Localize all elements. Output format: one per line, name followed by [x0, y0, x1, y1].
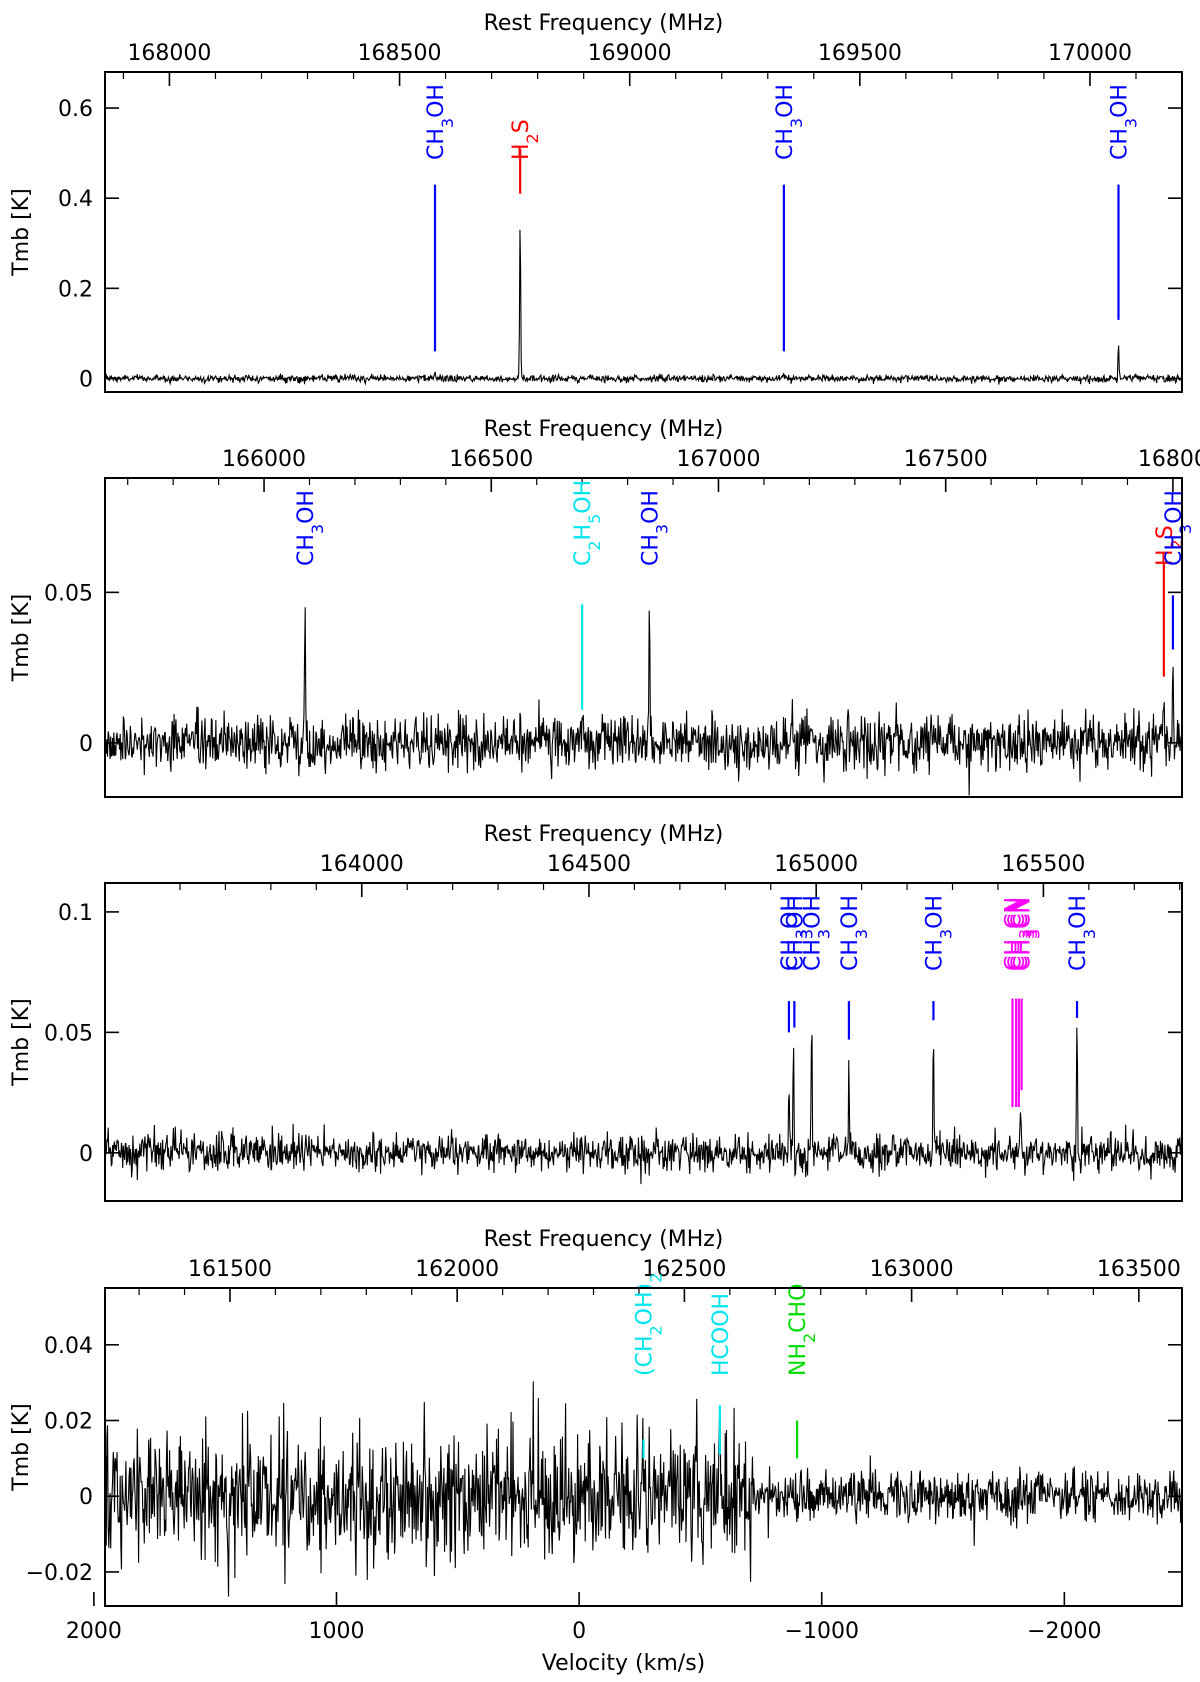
y-tick-label: 0.02	[44, 1410, 93, 1435]
species-label: CH3OH	[1066, 895, 1099, 971]
top-axis-title: Rest Frequency (MHz)	[484, 417, 724, 442]
plot-frame	[104, 1287, 1183, 1607]
y-tick-label: 0.04	[44, 1334, 93, 1359]
y-tick-label: −0.02	[26, 1561, 93, 1586]
species-label: H2S	[509, 119, 542, 160]
freq-tick-label: 164000	[320, 852, 404, 877]
freq-tick-label: 163000	[870, 1257, 954, 1282]
species-label: HCOOH	[709, 1293, 734, 1376]
species-label: CH3OH	[1107, 84, 1140, 160]
y-tick-label: 0	[79, 1485, 93, 1510]
y-tick-label: 0	[79, 1142, 93, 1167]
y-tick-label: 0	[79, 732, 93, 757]
velocity-tick-label: −1000	[785, 1619, 859, 1644]
freq-tick-label: 166000	[222, 447, 306, 472]
y-axis-title: Tmb [K]	[9, 188, 34, 276]
spectrum-trace	[104, 229, 1183, 386]
freq-tick-label: 162000	[415, 1257, 499, 1282]
plot-frame	[104, 882, 1183, 1202]
velocity-tick-label: 1000	[308, 1619, 364, 1644]
species-label: CH3OH	[801, 895, 834, 971]
y-axis-title: Tmb [K]	[9, 1403, 34, 1491]
species-label: CH3CN	[1011, 897, 1044, 971]
species-label: C2H5OH	[571, 480, 604, 566]
y-tick-label: 0	[79, 367, 93, 392]
freq-tick-label: 166500	[449, 447, 533, 472]
freq-tick-label: 168000	[127, 41, 211, 66]
velocity-tick-label: 2000	[66, 1619, 122, 1644]
y-tick-label: 0.6	[58, 97, 93, 122]
velocity-tick-label: 0	[572, 1619, 586, 1644]
freq-tick-label: 165500	[1001, 852, 1085, 877]
y-tick-label: 0.05	[44, 581, 93, 606]
freq-tick-label: 167000	[676, 447, 760, 472]
spectrum-panel-1: Rest Frequency (MHz) Tmb [K] 168000 168500 1…	[9, 11, 1183, 393]
species-label: CH3CN	[1001, 897, 1034, 971]
top-axis-title: Rest Frequency (MHz)	[484, 11, 724, 36]
top-axis-title: Rest Frequency (MHz)	[484, 1227, 724, 1252]
freq-tick-label: 168500	[358, 41, 442, 66]
plot-frame	[104, 71, 1183, 393]
freq-tick-label: 162500	[642, 1257, 726, 1282]
freq-tick-label: 164500	[547, 852, 631, 877]
species-label: NH2CHO	[786, 1284, 819, 1376]
velocity-tick-label: −2000	[1027, 1619, 1101, 1644]
species-label: CH3OH	[778, 895, 811, 971]
freq-tick-label: 165000	[774, 852, 858, 877]
species-label: CH3OH	[424, 84, 457, 160]
freq-tick-label: 169500	[818, 41, 902, 66]
species-label: CH3CN	[1008, 897, 1041, 971]
spectrum-trace	[104, 1381, 1183, 1597]
species-label: CH3OH	[294, 490, 327, 566]
spectrum-trace	[104, 607, 1183, 796]
freq-tick-label: 161500	[188, 1257, 272, 1282]
y-tick-label: 0.05	[44, 1021, 93, 1046]
freq-tick-label: 16800	[1138, 447, 1200, 472]
y-axis-title: Tmb [K]	[9, 998, 34, 1086]
spectrum-trace	[104, 1027, 1183, 1185]
y-axis-title: Tmb [K]	[9, 594, 34, 682]
species-label: CH3CN	[1005, 897, 1038, 971]
panels: Rest Frequency (MHz)Tmb [K]168000 168500 1…	[9, 11, 1200, 1676]
spectrum-panel-3: Rest Frequency (MHz) Tmb [K] 164000 164500 1…	[9, 822, 1183, 1202]
top-axis-title: Rest Frequency (MHz)	[484, 822, 724, 847]
y-tick-label: 0.2	[58, 277, 93, 302]
freq-tick-label: 167500	[904, 447, 988, 472]
x-axis-title: Velocity (km/s)	[542, 1651, 706, 1676]
spectrum-panel-2: Rest Frequency (MHz) Tmb [K] 166000 166500 1…	[9, 417, 1200, 798]
y-tick-label: 0.1	[58, 901, 93, 926]
species-label: CH3OH	[638, 490, 671, 566]
freq-tick-label: 163500	[1097, 1257, 1181, 1282]
species-label: CH3OH	[838, 895, 871, 971]
species-label: H2S	[1153, 525, 1186, 566]
freq-tick-label: 170000	[1048, 41, 1132, 66]
species-label: (CH2OH)2	[633, 1273, 666, 1376]
spectrum-panel-4: Rest Frequency (MHz) Tmb [K] 161500 162000 1…	[9, 1227, 1183, 1676]
plot-frame	[104, 477, 1183, 798]
freq-tick-label: 169000	[588, 41, 672, 66]
species-label: CH3OH	[922, 895, 955, 971]
species-label: CH3OH	[783, 895, 816, 971]
y-tick-label: 0.4	[58, 187, 93, 212]
species-label: CH3OH	[773, 84, 806, 160]
